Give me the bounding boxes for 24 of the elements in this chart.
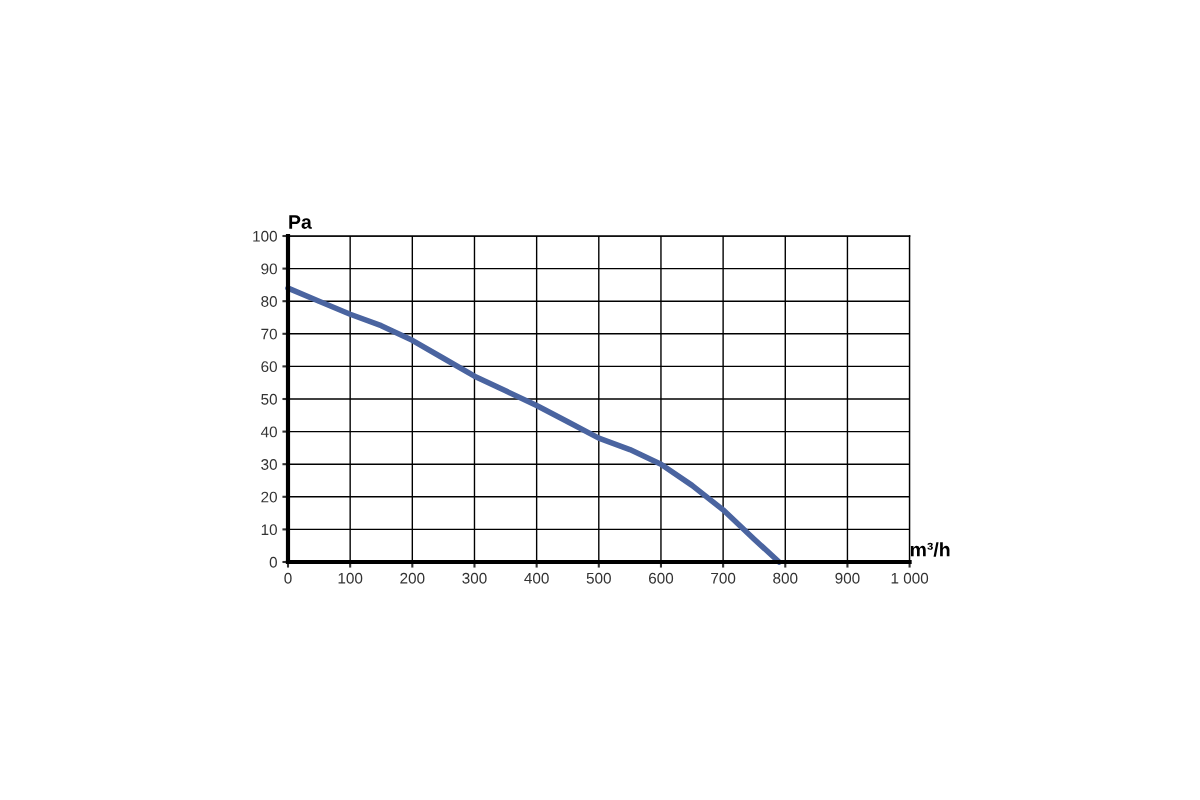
y-tick-label: 40 xyxy=(260,426,277,438)
y-tick-label: 10 xyxy=(261,524,277,536)
y-axis-title: Pa xyxy=(289,215,312,229)
x-tick-label: 500 xyxy=(586,572,611,584)
y-tick-label: 0 xyxy=(269,556,277,568)
y-tick-label: 90 xyxy=(261,263,277,275)
y-tick-label: 100 xyxy=(253,230,277,242)
y-tick-label: 50 xyxy=(261,393,277,405)
y-tick-label: 80 xyxy=(261,296,277,307)
x-tick-label: 100 xyxy=(338,572,363,584)
y-tick-label: 30 xyxy=(261,459,277,470)
x-tick-label: 400 xyxy=(524,572,549,584)
x-axis-title: m³/h xyxy=(910,542,950,557)
x-tick-label: 900 xyxy=(835,572,860,584)
y-tick-label: 60 xyxy=(261,361,277,373)
x-tick-label: 700 xyxy=(711,572,736,584)
x-tick-label: 200 xyxy=(400,572,425,584)
y-tick-label: 70 xyxy=(261,328,277,340)
x-tick-label: 0 xyxy=(284,572,292,584)
x-tick-label: 800 xyxy=(773,572,798,584)
x-tick-label: 600 xyxy=(648,572,674,584)
x-tick-label: 300 xyxy=(462,572,487,584)
x-tick-label: 1 000 xyxy=(891,572,929,584)
y-tick-label: 20 xyxy=(261,491,277,503)
